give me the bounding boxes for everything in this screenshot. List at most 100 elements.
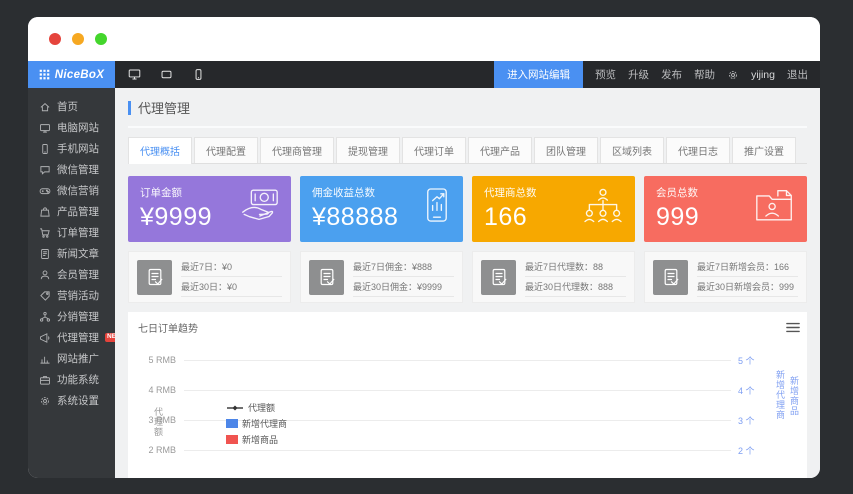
stat-card-value: ¥88888 (312, 203, 399, 231)
grid-row: 5 RMB 5 个 (138, 345, 763, 375)
member-folder-icon (756, 190, 792, 221)
chart-menu-icon[interactable] (786, 322, 800, 333)
report-icon (309, 259, 344, 295)
tab-withdrawal-management[interactable]: 提现管理 (336, 137, 400, 163)
close-window-button[interactable] (49, 33, 61, 45)
desktop-preview-icon[interactable] (128, 68, 141, 81)
left-axis-tick: 4 RMB (148, 385, 176, 395)
report-icon (481, 259, 516, 295)
article-icon (41, 248, 49, 259)
tab-bar: 代理概括 代理配置 代理商管理 提现管理 代理订单 代理产品 团队管理 区域列表… (128, 137, 807, 164)
sidebar-item-pc-site[interactable]: 电脑网站 (28, 117, 115, 138)
minimize-window-button[interactable] (72, 33, 84, 45)
legend-label: 代理额 (248, 403, 276, 413)
left-axis-tick: 1 RMB (138, 477, 184, 478)
sidebar-item-product-management[interactable]: 产品管理 (28, 201, 115, 222)
summary-line: 最近30日新增会员：999 (697, 277, 798, 297)
legend-item-new-agents[interactable]: 新增代理商 (226, 417, 287, 430)
maximize-window-button[interactable] (95, 33, 107, 45)
user-icon (40, 269, 50, 279)
right-axis-tick: 5 个 (738, 355, 755, 366)
legend-item-agent-amount[interactable]: 代理额 (226, 401, 287, 414)
cart-icon (40, 227, 50, 238)
stat-card-member-count: 会员总数 999 (644, 176, 807, 242)
gridline (184, 389, 731, 391)
report-icon (137, 259, 172, 295)
sidebar-item-distribution-management[interactable]: 分销管理 (28, 306, 115, 327)
help-link[interactable]: 帮助 (694, 69, 716, 81)
upgrade-link[interactable]: 升级 (628, 69, 650, 81)
report-icon (653, 259, 688, 295)
bar-series-swatch (226, 419, 238, 428)
summary-line: 最近30日佣金：¥9999 (353, 277, 454, 297)
tab-region-list[interactable]: 区域列表 (600, 137, 664, 163)
app-window: NiceBoX 进入网站编辑 预览 升级 发布 帮助 yijing 退出 (28, 17, 820, 478)
sidebar-item-site-promotion[interactable]: 网站推广 (28, 348, 115, 369)
tab-agent-config[interactable]: 代理配置 (194, 137, 258, 163)
bar-series-swatch (226, 435, 238, 444)
tab-agent-products[interactable]: 代理产品 (468, 137, 532, 163)
bag-icon (40, 206, 50, 217)
chart-plot-area: 5 RMB 5 个 4 RMB 4 个 3 RMB 3 个 (138, 345, 763, 478)
main-content: 代理管理 代理概括 代理配置 代理商管理 提现管理 代理订单 代理产品 团队管理… (115, 88, 820, 478)
logout-link[interactable]: 退出 (787, 69, 808, 81)
app-logo[interactable]: NiceBoX (28, 61, 115, 88)
sidebar-item-mobile-site[interactable]: 手机网站 (28, 138, 115, 159)
right-axis-tick: 1 个 (731, 476, 763, 479)
sidebar-item-label: 系统设置 (57, 395, 99, 407)
summary-line: 最近7日新增会员：166 (697, 257, 798, 277)
summary-lines: 最近7日佣金：¥888 最近30日佣金：¥9999 (353, 257, 454, 297)
new-badge: NEW (105, 333, 125, 342)
left-axis-tick: 5 RMB (148, 355, 176, 365)
sidebar-item-wechat-marketing[interactable]: 微信营销 (28, 180, 115, 201)
gear-icon[interactable] (727, 69, 739, 81)
legend-label: 新增商品 (242, 435, 279, 445)
preview-link[interactable]: 预览 (595, 69, 617, 81)
legend-item-new-products[interactable]: 新增商品 (226, 433, 287, 446)
summary-lines: 最近7日新增会员：166 最近30日新增会员：999 (697, 257, 798, 297)
right-axis-tick: 2 个 (738, 445, 755, 456)
tab-agent-overview[interactable]: 代理概括 (128, 137, 192, 164)
app-header: NiceBoX 进入网站编辑 预览 升级 发布 帮助 yijing 退出 (28, 61, 820, 88)
stat-card-commission-total: 佣金收益总数 ¥88888 (300, 176, 463, 242)
tab-agent-merchants[interactable]: 代理商管理 (260, 137, 334, 163)
sidebar-item-news-articles[interactable]: 新闻文章 (28, 243, 115, 264)
line-series-marker (227, 405, 243, 410)
tab-promotion-settings[interactable]: 推广设置 (732, 137, 796, 163)
gamepad-icon (39, 187, 51, 194)
sidebar-item-home[interactable]: 首页 (28, 96, 115, 117)
tab-team-management[interactable]: 团队管理 (534, 137, 598, 163)
stat-card-value: 166 (484, 203, 528, 231)
sidebar-item-label: 微信营销 (57, 185, 99, 197)
sidebar-item-agent-management[interactable]: 代理管理 NEW (28, 327, 125, 348)
app-body: 首页 电脑网站 手机网站 微信管理 微信营销 (28, 88, 820, 478)
publish-link[interactable]: 发布 (661, 69, 683, 81)
tab-agent-logs[interactable]: 代理日志 (666, 137, 730, 163)
stat-card-agent-count: 代理商总数 166 (472, 176, 635, 242)
sidebar-item-wechat-management[interactable]: 微信管理 (28, 159, 115, 180)
right-axis-title-products: 新增商品 (789, 376, 799, 416)
sidebar-item-order-management[interactable]: 订单管理 (28, 222, 115, 243)
sidebar-item-function-system[interactable]: 功能系统 (28, 369, 115, 390)
sidebar-item-label: 代理管理 (57, 332, 99, 344)
sidebar-item-system-settings[interactable]: 系统设置 (28, 390, 115, 411)
mobile-preview-icon[interactable] (192, 68, 205, 81)
stat-card-label: 代理商总数 (484, 187, 537, 199)
tablet-preview-icon[interactable] (160, 68, 173, 81)
org-chart-icon (584, 188, 622, 223)
grid-row: 2 RMB 2 个 (138, 435, 763, 465)
summary-line: 最近30日代理数：888 (525, 277, 626, 297)
page-title-bar: 代理管理 (128, 98, 807, 128)
username-menu[interactable]: yijing (751, 68, 775, 81)
grid-row: 1 RMB 1 个 (138, 467, 763, 478)
sidebar-item-label: 首页 (57, 101, 78, 113)
window-titlebar (28, 17, 820, 61)
sidebar-item-marketing-activity[interactable]: 营销活动 (28, 285, 115, 306)
tab-agent-orders[interactable]: 代理订单 (402, 137, 466, 163)
right-axis-tick: 4 个 (738, 385, 755, 396)
summary-row: 最近7日：¥0 最近30日：¥0 最近7日佣金：¥888 最近30日佣金：¥99… (128, 251, 807, 303)
summary-line: 最近7日代理数：88 (525, 257, 626, 277)
sidebar-item-member-management[interactable]: 会员管理 (28, 264, 115, 285)
enter-site-editor-button[interactable]: 进入网站编辑 (494, 61, 584, 88)
page-title: 代理管理 (138, 101, 191, 116)
